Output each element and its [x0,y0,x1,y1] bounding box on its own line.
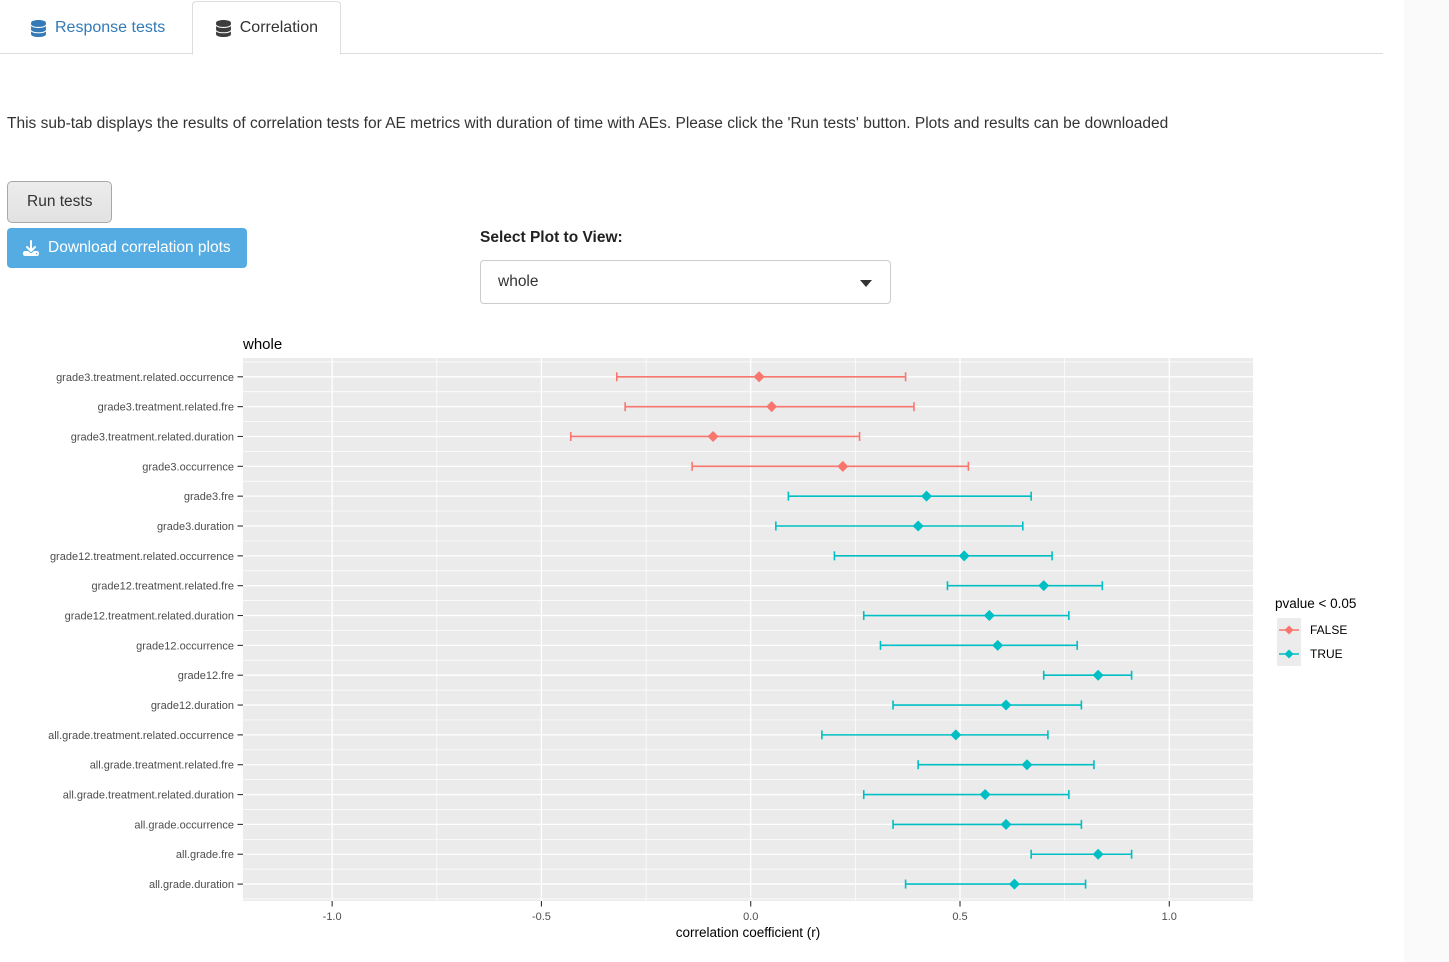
svg-text:grade3.occurrence: grade3.occurrence [142,461,234,473]
select-plot-label: Select Plot to View: [480,229,623,246]
tab-response-tests[interactable]: Response tests [8,2,187,55]
plot-select[interactable]: whole [480,260,891,304]
svg-text:0.0: 0.0 [743,911,758,923]
tab-bar: Response tests Correlation [0,0,1383,55]
correlation-plot: whole grade3.treatment.related.occurrence… [48,336,1356,940]
download-icon [23,240,39,256]
svg-text:grade3.treatment.related.occur: grade3.treatment.related.occurrence [56,372,234,384]
svg-text:all.grade.treatment.related.fr: all.grade.treatment.related.fre [90,760,234,772]
svg-text:grade12.occurrence: grade12.occurrence [136,640,234,652]
svg-text:grade12.treatment.related.fre: grade12.treatment.related.fre [92,581,234,593]
svg-text:whole: whole [242,336,282,353]
svg-text:-0.5: -0.5 [532,911,551,923]
svg-text:grade3.fre: grade3.fre [184,491,234,503]
select-value: whole [498,273,539,290]
svg-text:-1.0: -1.0 [323,911,342,923]
database-icon [30,19,47,37]
tab-label: Correlation [239,19,318,36]
svg-text:FALSE: FALSE [1310,623,1347,637]
svg-text:grade12.duration: grade12.duration [151,700,234,712]
svg-text:grade3.duration: grade3.duration [157,521,234,533]
right-gutter [1404,0,1449,962]
svg-text:all.grade.duration: all.grade.duration [149,879,234,891]
database-icon [215,19,232,37]
svg-text:grade12.treatment.related.occu: grade12.treatment.related.occurrence [50,551,234,563]
svg-text:all.grade.treatment.related.du: all.grade.treatment.related.duration [63,790,234,802]
tab-correlation[interactable]: Correlation [191,1,341,55]
svg-text:0.5: 0.5 [952,911,967,923]
svg-text:1.0: 1.0 [1162,911,1177,923]
svg-text:grade12.fre: grade12.fre [178,670,234,682]
svg-text:pvalue < 0.05: pvalue < 0.05 [1275,596,1356,611]
svg-text:correlation coefficient (r): correlation coefficient (r) [676,925,821,940]
caret-down-icon [860,280,872,287]
download-plots-button[interactable]: Download correlation plots [7,228,247,268]
svg-text:all.grade.occurrence: all.grade.occurrence [134,819,234,831]
svg-text:all.grade.fre: all.grade.fre [176,849,234,861]
svg-text:grade12.treatment.related.dura: grade12.treatment.related.duration [65,611,234,623]
svg-text:TRUE: TRUE [1310,647,1343,661]
svg-text:grade3.treatment.related.fre: grade3.treatment.related.fre [98,402,234,414]
description-text: This sub-tab displays the results of cor… [7,115,1169,132]
svg-text:grade3.treatment.related.durat: grade3.treatment.related.duration [71,431,234,443]
svg-text:all.grade.treatment.related.oc: all.grade.treatment.related.occurrence [48,730,234,742]
download-label: Download correlation plots [48,239,231,256]
tab-label: Response tests [55,19,166,36]
run-tests-button[interactable]: Run tests [7,181,113,223]
